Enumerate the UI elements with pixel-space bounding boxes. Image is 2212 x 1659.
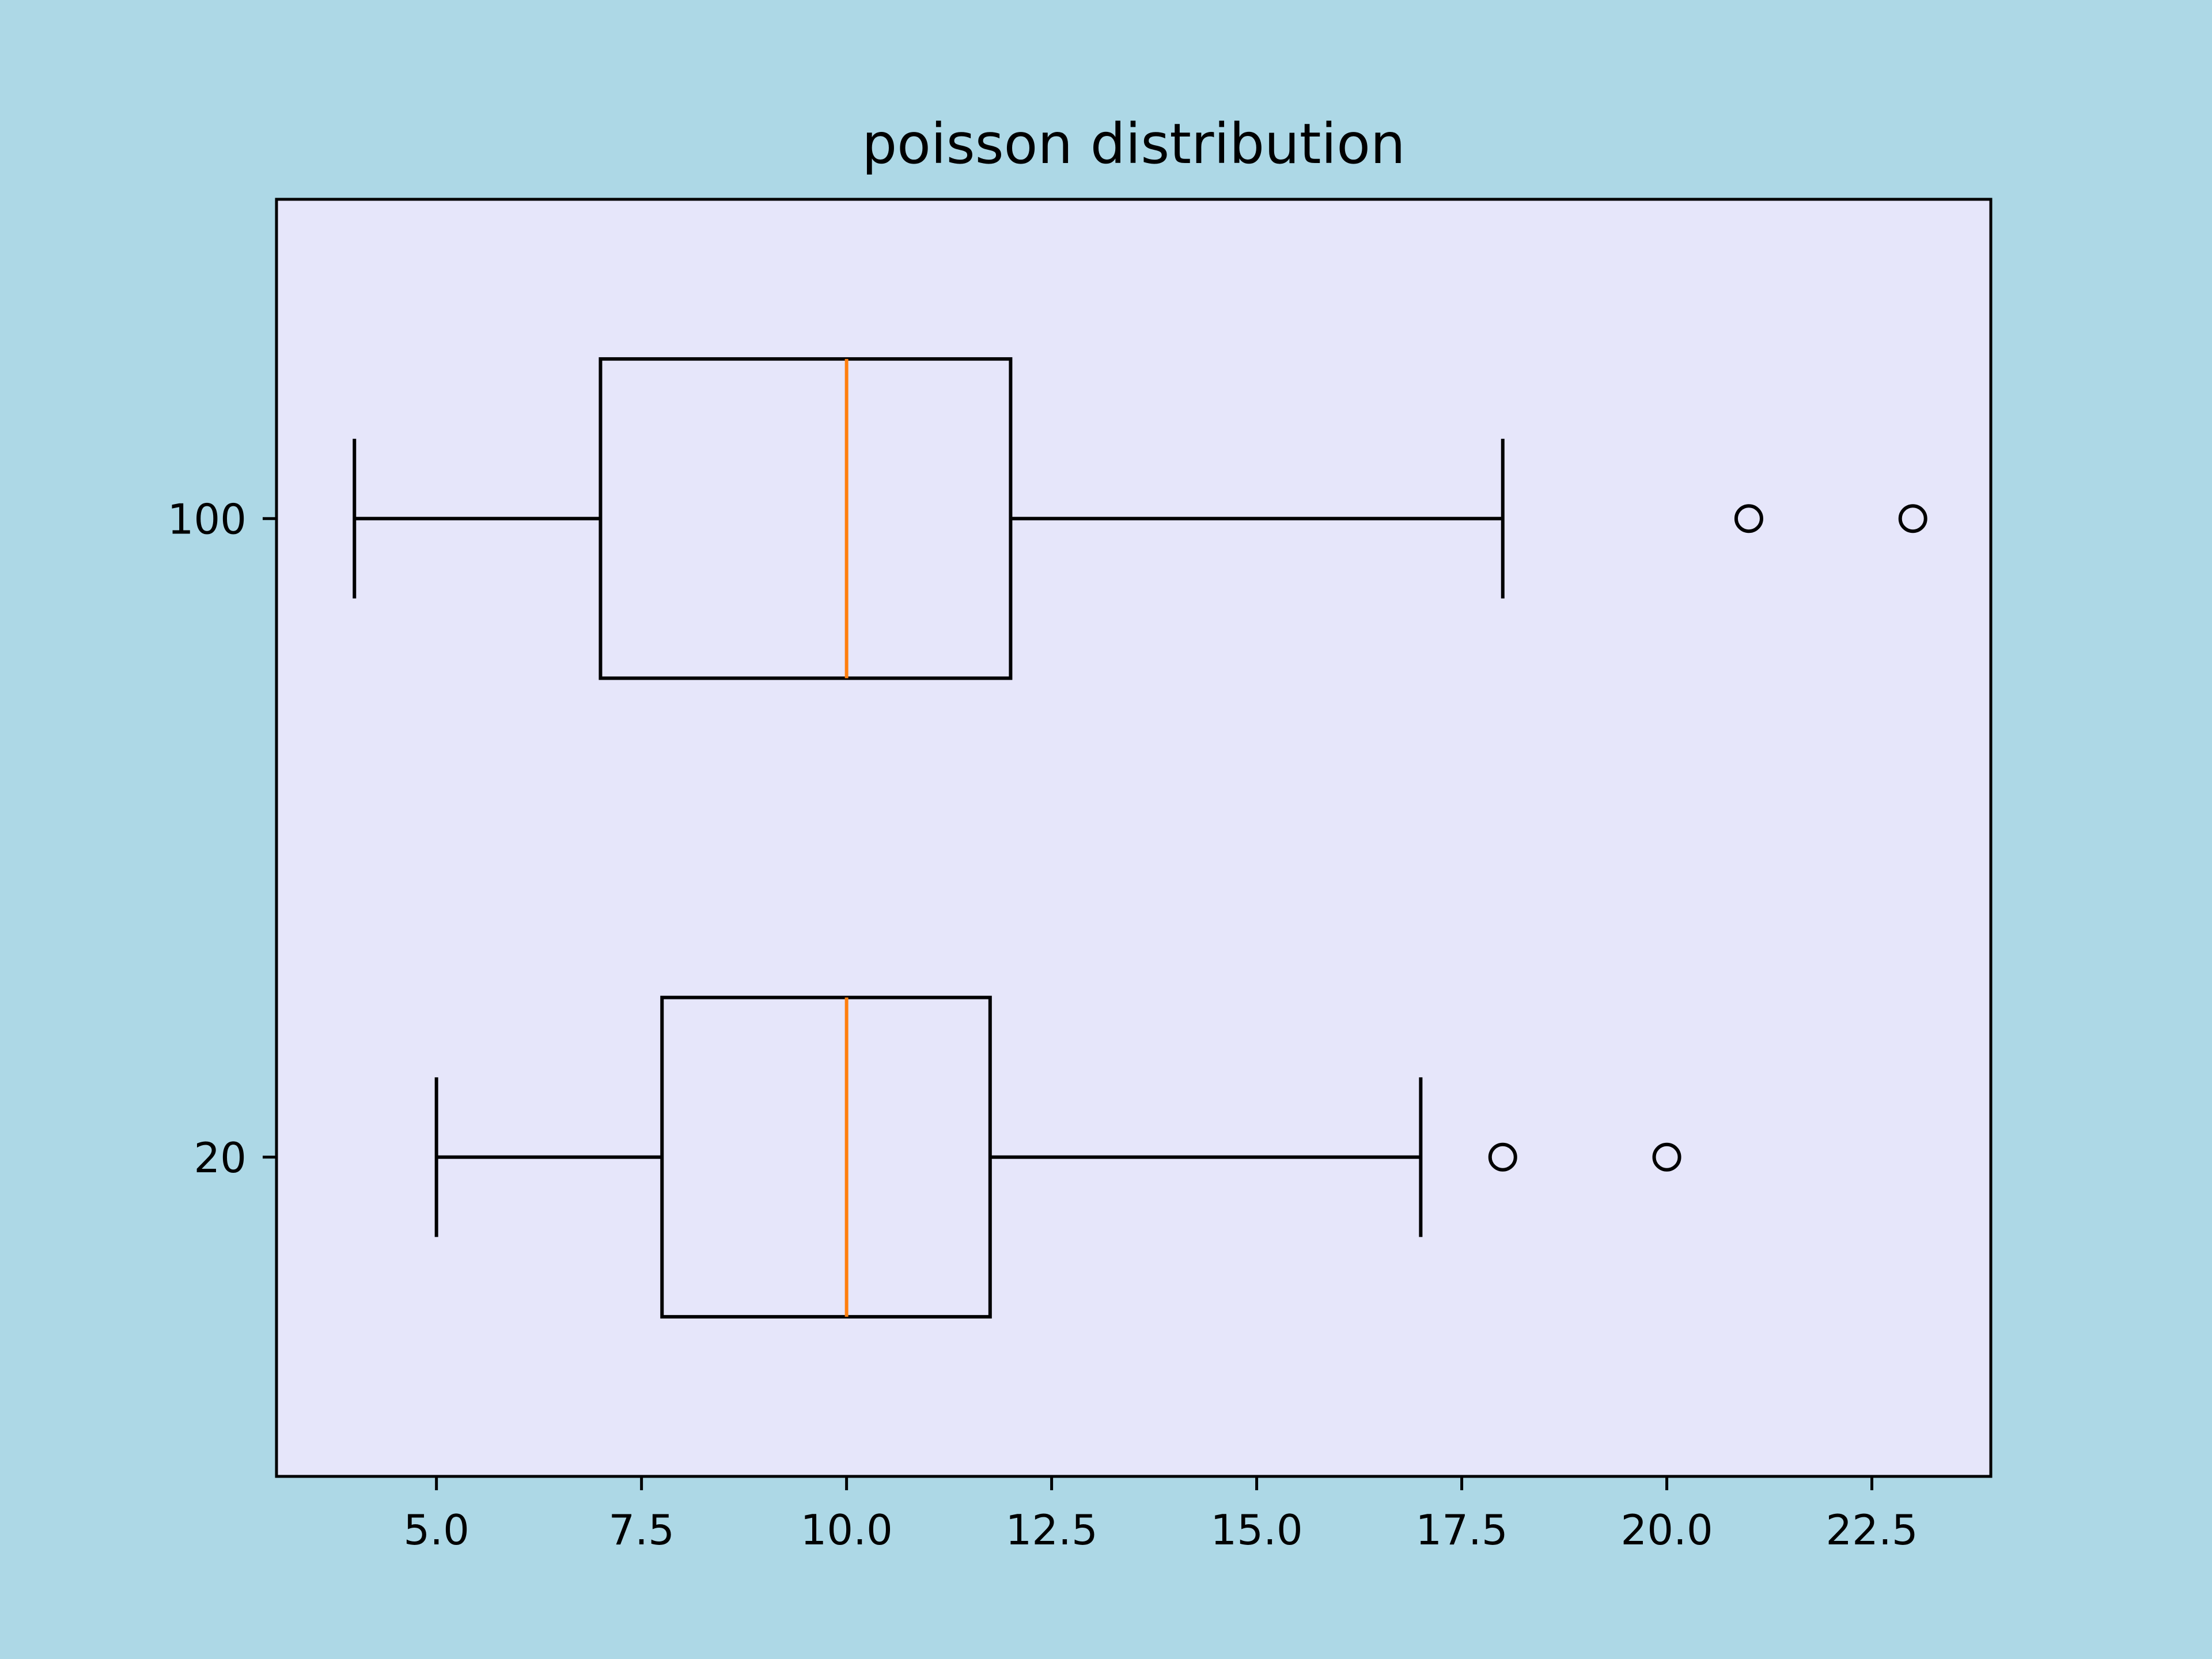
chart-title: poisson distribution	[862, 112, 1406, 176]
x-tick-label: 20.0	[1620, 1506, 1713, 1554]
y-tick-label: 100	[168, 495, 247, 543]
x-tick-label: 5.0	[403, 1506, 469, 1554]
x-tick-label: 22.5	[1825, 1506, 1918, 1554]
outlier-point	[1898, 504, 1927, 533]
axis-ticks: 5.0 7.5 10.0 12.5 15.0 17.5 20.0 22.5 20 100	[168, 495, 1918, 1554]
x-tick-label: 12.5	[1005, 1506, 1097, 1554]
plot-area	[276, 199, 1991, 1476]
x-tick-label: 7.5	[608, 1506, 675, 1554]
x-tick-label: 17.5	[1415, 1506, 1508, 1554]
outlier-point	[1734, 504, 1763, 533]
y-tick-label: 20	[194, 1134, 247, 1182]
iqr-box	[660, 995, 992, 1319]
box-group-100	[353, 357, 1927, 680]
outlier-point	[1652, 1142, 1681, 1172]
box-group-20	[434, 995, 1681, 1319]
plot-frame	[275, 198, 1993, 1478]
chart-marks	[353, 357, 1927, 1319]
outlier-point	[1488, 1142, 1517, 1172]
iqr-box	[599, 357, 1013, 680]
x-tick-label: 10.0	[800, 1506, 892, 1554]
x-tick-label: 15.0	[1210, 1506, 1302, 1554]
